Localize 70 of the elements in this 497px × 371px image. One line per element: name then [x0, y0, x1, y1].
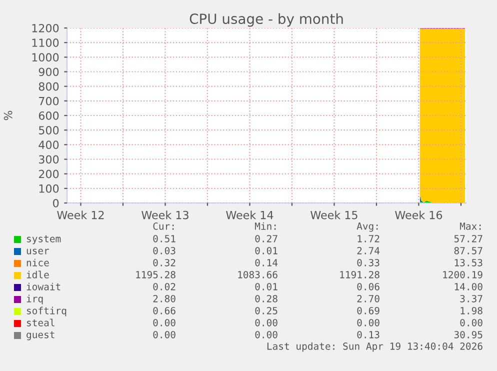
- y-tick-label: 900: [38, 68, 59, 76]
- text: 0.03: [153, 246, 176, 254]
- x-tick-label: Week 15: [310, 210, 358, 220]
- text: 3.37: [460, 294, 482, 302]
- y-tick-label: 1100: [32, 38, 59, 47]
- legend-label: idle: [26, 270, 49, 278]
- text: 1200.19: [443, 270, 482, 278]
- y-tick-label: 100: [39, 184, 59, 193]
- text: 2.70: [357, 294, 380, 302]
- y-tick-label: 1000: [32, 53, 59, 62]
- y-tick-label: 300: [39, 155, 59, 164]
- y-tick-label: 200: [38, 170, 59, 178]
- x-tick-label: Week 16: [395, 210, 442, 220]
- legend-label: user: [26, 248, 50, 254]
- text: 0.00: [153, 318, 176, 326]
- text: Last update: Sun Apr 19 13:40:04 2026: [267, 342, 482, 352]
- text: 0.66: [153, 306, 176, 314]
- text: 0.06: [357, 282, 380, 290]
- text: 0.00: [255, 318, 278, 326]
- text: 0.00: [460, 318, 482, 326]
- legend-label: nice: [26, 258, 49, 266]
- text: Min:: [254, 222, 276, 230]
- y-tick-label: 1200: [32, 24, 59, 32]
- legend-label: system: [27, 235, 61, 244]
- text: 0.33: [357, 258, 380, 266]
- text: 2.74: [357, 246, 380, 254]
- legend-label: iowait: [26, 282, 60, 290]
- x-tick-label: Week 12: [57, 210, 104, 220]
- text: 2.80: [153, 294, 176, 302]
- x-tick-label: Week 13: [142, 210, 188, 220]
- y-tick-label: 500: [39, 126, 59, 134]
- legend-label: softirq: [27, 306, 66, 316]
- text: 0.00: [153, 330, 176, 338]
- text: 1191.28: [340, 270, 380, 278]
- legend-label: irq: [26, 294, 43, 304]
- text: 1083.66: [238, 270, 278, 278]
- text: 57.27: [454, 234, 482, 242]
- text: 1.98: [460, 306, 482, 314]
- text: 0.00: [357, 318, 380, 326]
- text: 0.51: [153, 234, 176, 242]
- y-tick-label: 0: [53, 198, 59, 208]
- text: 13.53: [454, 258, 482, 266]
- text: 0.14: [255, 258, 278, 266]
- text: 0.32: [153, 258, 176, 266]
- text: 0.25: [255, 306, 278, 314]
- text: Cur:: [153, 222, 174, 230]
- text: 1195.28: [136, 270, 176, 278]
- text: Max:: [460, 222, 481, 230]
- text: 0.69: [357, 306, 380, 314]
- y-tick-label: 700: [39, 96, 59, 106]
- x-tick-label: Week 14: [226, 210, 274, 220]
- text: 1.72: [358, 234, 380, 242]
- text: Avg:: [356, 222, 378, 232]
- text: 14.00: [454, 282, 482, 290]
- text: 0.02: [153, 282, 176, 290]
- legend-label: guest: [26, 331, 54, 340]
- y-tick-label: 800: [38, 82, 59, 91]
- y-axis-title: %: [4, 110, 12, 120]
- text: 30.95: [454, 330, 482, 338]
- text: 0.01: [255, 246, 278, 254]
- y-tick-label: 400: [38, 140, 59, 150]
- text: 0.28: [255, 294, 278, 302]
- text: 0.01: [255, 282, 278, 290]
- y-tick-label: 600: [38, 111, 59, 120]
- text: 0.00: [255, 330, 278, 338]
- chart-title: CPU usage - by month: [190, 13, 343, 27]
- text: 0.13: [357, 330, 380, 338]
- text: 87.57: [454, 246, 482, 254]
- text: 0.27: [255, 234, 278, 242]
- legend-label: steal: [27, 318, 54, 326]
